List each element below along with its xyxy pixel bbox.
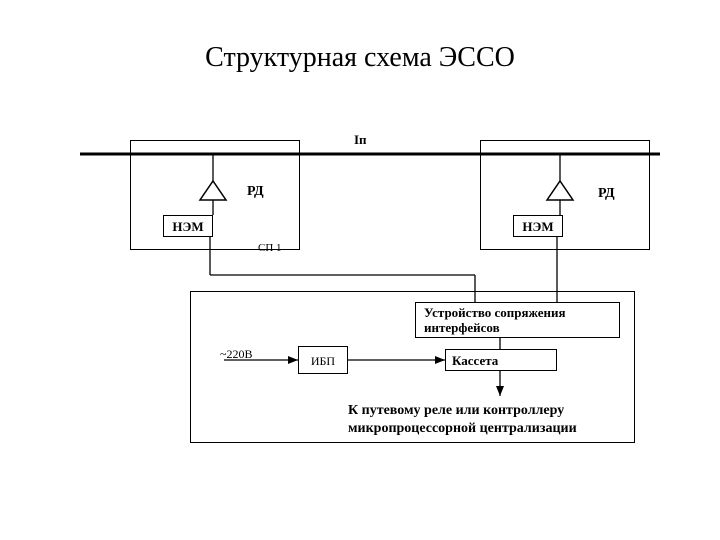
diagram-lines: [0, 0, 720, 540]
